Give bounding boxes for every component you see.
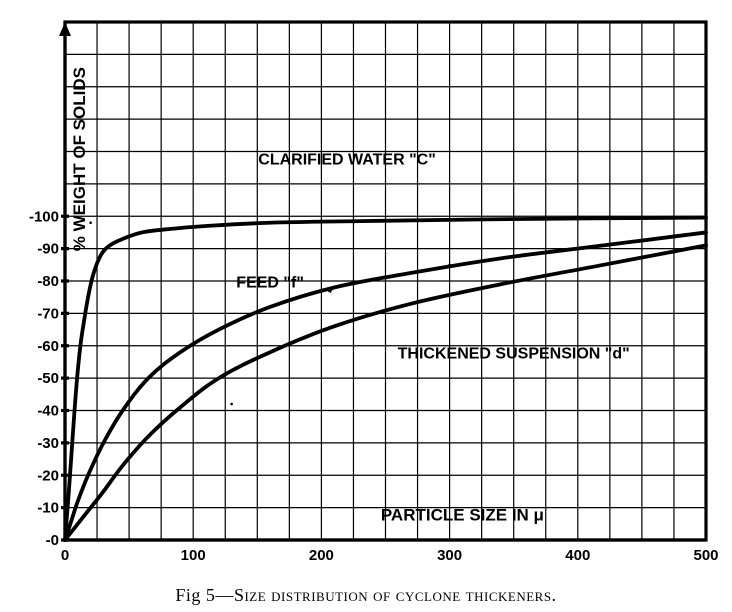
speck: [448, 264, 451, 267]
x-axis-title: PARTICLE SIZE IN μ: [381, 506, 544, 525]
svg-text:-90: -90: [37, 241, 59, 258]
figure-caption: Fig 5—Size distribution of cyclone thick…: [0, 585, 732, 606]
speck: [89, 221, 92, 224]
svg-text:400: 400: [565, 547, 590, 564]
svg-text:0: 0: [61, 547, 69, 564]
svg-text:500: 500: [693, 547, 718, 564]
chart-container: { "chart": { "type": "line", "width": 73…: [0, 0, 732, 612]
svg-text:-20: -20: [37, 467, 59, 484]
series-label-2: THICKENED SUSPENSION "d": [398, 346, 630, 363]
svg-text:-100: -100: [29, 208, 59, 225]
svg-text:-0: -0: [46, 532, 59, 549]
caption-sep: —: [215, 585, 234, 605]
svg-text:100: 100: [181, 547, 206, 564]
speck: [230, 403, 233, 406]
figure-number: Fig 5: [175, 585, 215, 605]
series-label-0: CLARIFIED WATER "C": [258, 151, 436, 168]
caption-text: Size distribution of cyclone thickeners.: [234, 585, 557, 605]
grid: [65, 22, 706, 540]
y-axis-title: % WEIGHT OF SOLIDS: [70, 67, 89, 251]
series-label-1: FEED "f": [236, 274, 304, 291]
svg-text:200: 200: [309, 547, 334, 564]
svg-text:-50: -50: [37, 370, 59, 387]
svg-text:-70: -70: [37, 305, 59, 322]
svg-text:-10: -10: [37, 500, 59, 517]
svg-text:-30: -30: [37, 435, 59, 452]
chart-svg: 0 100 200 300 400 500 -0 -10 -20 -30 -40 -50 -60 -70 -…: [0, 0, 732, 612]
svg-text:-80: -80: [37, 273, 59, 290]
svg-text:-40: -40: [37, 403, 59, 420]
svg-text:300: 300: [437, 547, 462, 564]
svg-text:-60: -60: [37, 338, 59, 355]
